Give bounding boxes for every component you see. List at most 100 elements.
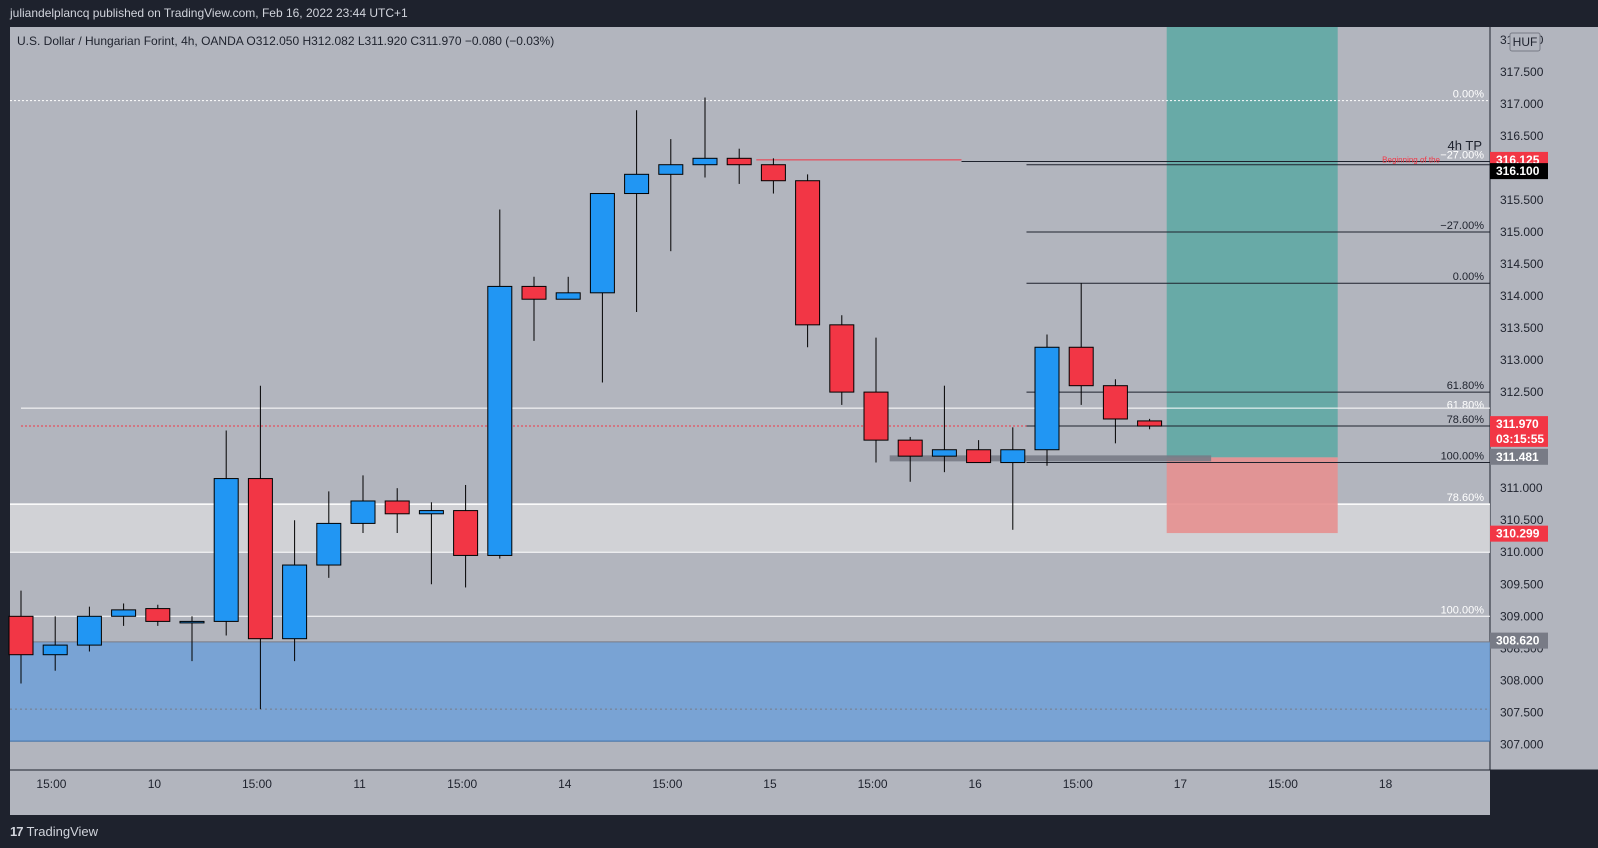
price-tick-label: 317.000	[1500, 97, 1544, 111]
candle-up	[111, 609, 137, 617]
price-tick-label: 307.000	[1500, 737, 1544, 751]
price-scale-badge-text: 316.100	[1496, 164, 1540, 178]
time-tick-label: 16	[969, 777, 983, 791]
candle-down	[145, 608, 171, 622]
candle-down	[726, 157, 752, 166]
candle-up	[282, 564, 308, 640]
candle-down	[384, 500, 410, 515]
price-scale-badge	[1490, 448, 1548, 465]
fib-level-label: 78.60%	[1447, 492, 1485, 504]
price-scale-badge-text: 308.620	[1496, 634, 1540, 648]
price-tick-label: 314.500	[1500, 257, 1544, 271]
candle-down	[521, 285, 547, 300]
candle-up	[418, 510, 444, 515]
price-tick-label: 307.500	[1500, 705, 1544, 719]
time-tick-label: 10	[148, 777, 162, 791]
currency-label: HUF	[1513, 35, 1538, 49]
candle-up	[658, 164, 684, 175]
price-tick-label: 315.500	[1500, 193, 1544, 207]
fib-level-label: 78.60%	[1447, 414, 1485, 426]
long-position-target-zone	[1166, 27, 1338, 458]
price-tick-label: 313.500	[1500, 321, 1544, 335]
candle-down	[829, 324, 855, 393]
candle-down	[1137, 420, 1163, 427]
time-tick-label: 15:00	[1063, 777, 1093, 791]
candle-down	[897, 439, 923, 457]
tradingview-logo[interactable]: 17 TradingView	[10, 824, 98, 839]
candle-up	[179, 620, 205, 624]
candle-down	[453, 510, 479, 556]
time-tick-label: 14	[558, 777, 572, 791]
fib-level-label: 0.00%	[1453, 271, 1484, 283]
candle-up	[1000, 449, 1026, 464]
candle-down	[1068, 346, 1094, 387]
price-scale-badge	[1490, 163, 1548, 180]
candle-down	[966, 449, 992, 464]
price-tick-label: 309.500	[1500, 577, 1544, 591]
candle-up	[42, 644, 68, 656]
time-tick-label: 15:00	[652, 777, 682, 791]
fib-level-label: 61.80%	[1447, 380, 1485, 392]
price-scale-badge	[1490, 525, 1548, 542]
currency-box	[1509, 32, 1541, 52]
price-scale-badge-text: 310.299	[1496, 527, 1540, 541]
time-tick-label: 15:00	[36, 777, 66, 791]
time-tick-label: 17	[1174, 777, 1188, 791]
long-position-stop-zone	[1166, 457, 1338, 534]
candle-up	[931, 449, 957, 457]
annotation-text: Beginning of the	[1382, 156, 1440, 165]
price-tick-label: 314.000	[1500, 289, 1544, 303]
fib-level-label: 61.80%	[1447, 399, 1485, 411]
candle-up	[624, 173, 650, 195]
candle-up	[487, 285, 513, 556]
fib-level-label: 100.00%	[1441, 451, 1485, 463]
annotation-text: 4h TP	[1448, 138, 1482, 153]
tradingview-logo-mark: 17	[10, 824, 24, 839]
publisher-text: juliandelplancq published on TradingView…	[10, 6, 408, 20]
fib-level-label: 0.00%	[1453, 89, 1484, 101]
candle-up	[316, 522, 342, 566]
candle-up	[76, 615, 102, 646]
price-scale-badge	[1490, 430, 1548, 447]
candle-down	[8, 615, 34, 656]
price-scale-badge-text: 311.970	[1496, 417, 1539, 431]
price-tick-label: 310.500	[1500, 513, 1544, 527]
price-tick-label: 313.000	[1500, 353, 1544, 367]
price-scale-badge-text: 03:15:55	[1496, 432, 1544, 446]
candle-up	[213, 478, 239, 622]
time-tick-label: 15	[763, 777, 777, 791]
time-tick-label: 15:00	[858, 777, 888, 791]
entry-range-bar	[889, 455, 1212, 462]
time-tick-label: 15:00	[242, 777, 272, 791]
time-tick-label: 18	[1379, 777, 1393, 791]
price-tick-label: 310.000	[1500, 545, 1544, 559]
price-tick-label: 309.000	[1500, 609, 1544, 623]
price-tick-label: 315.000	[1500, 225, 1544, 239]
price-tick-label: 312.500	[1500, 385, 1544, 399]
price-scale-badge-text: 311.481	[1496, 450, 1539, 464]
price-tick-label: 308.000	[1500, 673, 1544, 687]
price-tick-label: 317.500	[1500, 65, 1544, 79]
candle-down	[247, 478, 273, 640]
price-tick-label: 316.500	[1500, 129, 1544, 143]
fib-level-label: −27.00%	[1440, 220, 1484, 232]
candle-down	[1102, 385, 1128, 420]
candle-up	[589, 193, 615, 294]
candle-down	[795, 180, 821, 326]
candle-down	[760, 164, 786, 182]
time-tick-label: 15:00	[447, 777, 477, 791]
candle-up	[350, 500, 376, 524]
price-scale-badge	[1490, 632, 1548, 649]
symbol-info: U.S. Dollar / Hungarian Forint, 4h, OAND…	[17, 34, 554, 48]
footer-bar: 17 TradingView	[0, 815, 1598, 848]
price-tick-label: 311.000	[1500, 481, 1543, 495]
candle-down	[863, 391, 889, 441]
demand-zone	[10, 641, 1490, 742]
time-tick-label: 15:00	[1268, 777, 1298, 791]
time-axis-background	[10, 770, 1490, 815]
tradingview-brand-text: TradingView	[26, 824, 99, 839]
candle-up	[692, 157, 718, 166]
fib-level-label: 100.00%	[1441, 604, 1485, 616]
fib-level-label: −27.00%	[1440, 150, 1484, 162]
